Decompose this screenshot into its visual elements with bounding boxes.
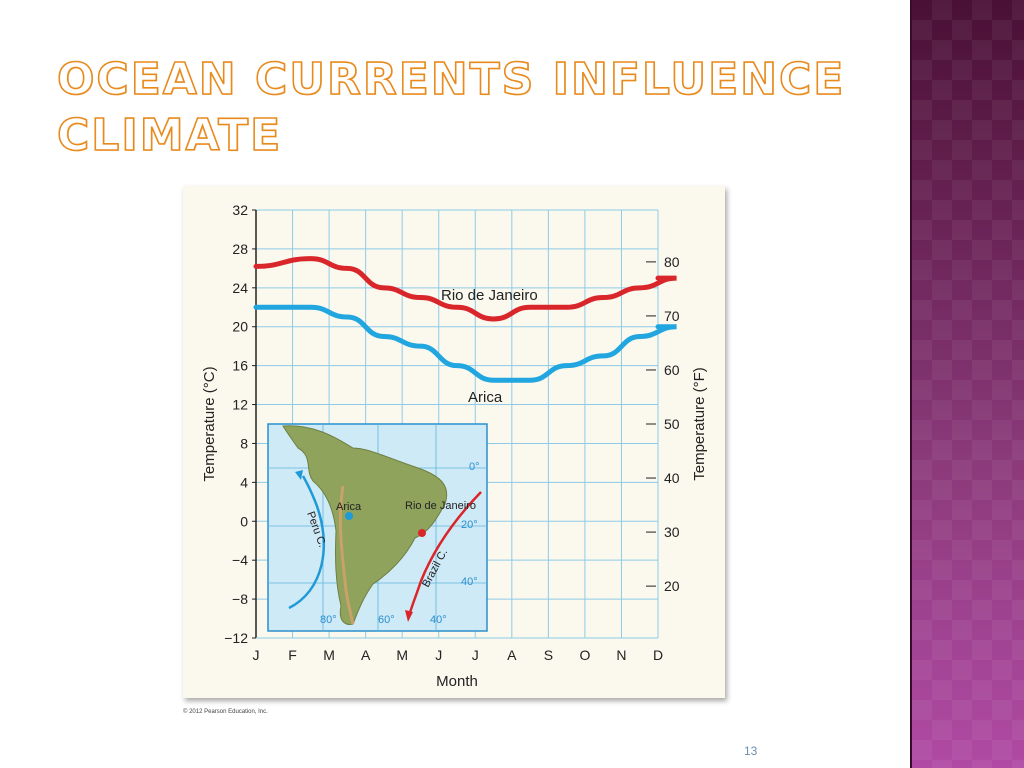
- x-tick-label: J: [472, 647, 479, 663]
- y-tick-label: 16: [232, 358, 248, 374]
- y-tick-label: −4: [232, 552, 248, 568]
- y-right-tick-label: 70: [664, 308, 680, 324]
- series-line-rio-de-janeiro: [253, 256, 677, 322]
- x-tick-label: N: [616, 647, 626, 663]
- south-america-landmass: [282, 425, 448, 625]
- series-label-arica: Arica: [468, 389, 503, 406]
- y-tick-label: 4: [240, 474, 248, 490]
- x-tick-label: J: [435, 647, 442, 663]
- series-label-rio-de-janeiro: Rio de Janeiro: [441, 287, 538, 304]
- x-tick-label: M: [323, 647, 335, 663]
- x-tick-label: F: [288, 647, 297, 663]
- sidebar-divider: [910, 0, 912, 768]
- inset-latitude-label: 0°: [469, 461, 480, 473]
- brazil-current-arrowhead: [405, 610, 413, 622]
- x-axis-title: Month: [436, 673, 478, 690]
- y-tick-label: 20: [232, 319, 248, 335]
- y-tick-label: 8: [240, 435, 248, 451]
- brazil-current-arrow: [407, 491, 482, 617]
- y-tick-label: 24: [232, 280, 248, 296]
- slide-title: Ocean Currents Influence Climate: [56, 53, 846, 162]
- y-tick-label: 28: [232, 241, 248, 257]
- x-tick-label: A: [507, 647, 517, 663]
- inset-longitude-label: 80°: [320, 614, 337, 626]
- y-axis-right-title: Temperature (°F): [691, 367, 708, 481]
- series-line-arica: [253, 304, 677, 383]
- x-tick-label: D: [653, 647, 663, 663]
- y-tick-label: 12: [232, 397, 248, 413]
- peru-current-arrow: [288, 475, 326, 610]
- inset-label-rio: Rio de Janeiro: [405, 500, 476, 512]
- inset-latitude-label: 40°: [461, 576, 478, 588]
- y-right-tick-label: 50: [664, 416, 680, 432]
- y-right-tick-label: 20: [664, 578, 680, 594]
- rio-dot: [418, 529, 426, 537]
- y-axis-title: Temperature (°C): [201, 366, 218, 481]
- inset-label-arica: Arica: [336, 501, 362, 513]
- y-tick-label: −8: [232, 591, 248, 607]
- copyright-notice: © 2012 Pearson Education, Inc.: [183, 709, 268, 715]
- y-right-tick-label: 60: [664, 362, 680, 378]
- x-tick-label: S: [544, 647, 553, 663]
- y-tick-label: 32: [232, 202, 248, 218]
- x-tick-label: O: [579, 647, 590, 663]
- inset-latitude-label: 20°: [461, 519, 478, 531]
- inset-longitude-label: 60°: [378, 614, 395, 626]
- andes-mountains: [338, 485, 355, 625]
- peru-current-arrowhead: [295, 470, 303, 480]
- y-right-tick-label: 40: [664, 470, 680, 486]
- x-tick-label: M: [396, 647, 408, 663]
- chart-figure: 32 28 24 20 16 12 8 4 0 −4 −8 −12 80 70 60 50 40 30 20 J F M A…: [183, 186, 725, 698]
- slide-number: 13: [744, 744, 758, 758]
- decorative-sidebar: [912, 0, 1024, 768]
- y-right-tick-label: 30: [664, 524, 680, 540]
- y-right-tick-label: 80: [664, 254, 680, 270]
- inset-longitude-label: 40°: [430, 614, 447, 626]
- x-tick-label: J: [253, 647, 260, 663]
- y-tick-label: 0: [240, 513, 248, 529]
- y-tick-label: −12: [224, 630, 248, 646]
- arica-dot: [345, 512, 353, 520]
- x-tick-label: A: [361, 647, 371, 663]
